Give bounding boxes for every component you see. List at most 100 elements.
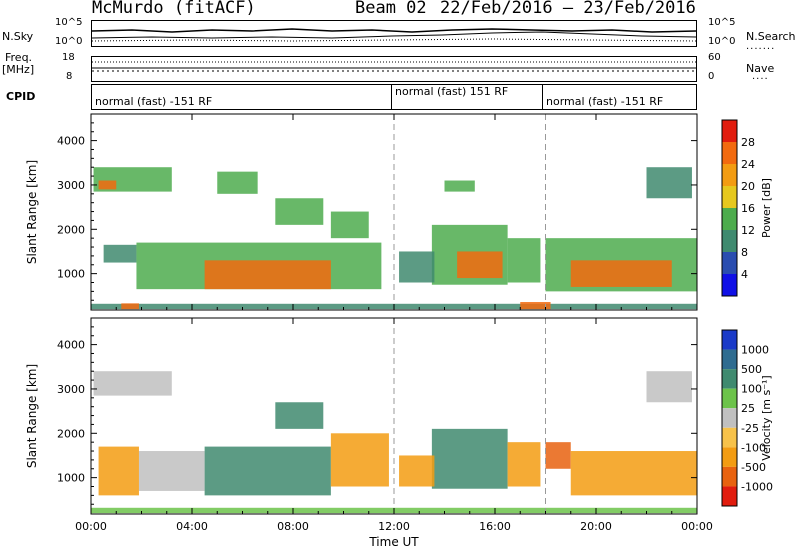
power-colorbar-tick: 8	[741, 246, 748, 259]
power-colorbar-tick: 12	[741, 224, 755, 237]
freq-tick-low: 8	[66, 71, 73, 82]
velocity-xtick-label: 00:00	[75, 520, 107, 533]
nsearch-tick-high: 10^5	[708, 17, 736, 28]
velocity-colorbar-swatch	[722, 369, 737, 389]
velocity-echo-region	[431, 428, 508, 489]
velocity-xlabel: Time UT	[368, 535, 419, 549]
power-ylabel: Slant Range [km]	[25, 160, 39, 264]
velocity-echo-region	[545, 442, 571, 469]
nave-label: Nave	[746, 62, 775, 75]
nsky-panel-frame	[91, 20, 697, 47]
power-echo-region	[330, 211, 369, 239]
power-colorbar-tick: 16	[741, 202, 755, 215]
power-colorbar-swatch	[722, 252, 737, 274]
nave-tick-low: 0	[708, 71, 715, 82]
power-colorbar-swatch	[722, 164, 737, 186]
velocity-ytick-label: 1000	[57, 472, 85, 485]
velocity-colorbar-swatch	[722, 408, 737, 428]
station-title: McMurdo (fitACF)	[92, 0, 256, 18]
velocity-colorbar-tick: 100	[741, 383, 762, 396]
velocity-echo-region	[507, 442, 541, 487]
power-colorbar-swatch	[722, 120, 737, 142]
velocity-colorbar-tick: 500	[741, 363, 762, 376]
power-echo-region	[646, 167, 692, 199]
velocity-colorbar-tick: 1000	[741, 344, 769, 357]
power-echo-region	[457, 251, 503, 279]
nave-legend-dots: ····	[752, 74, 769, 85]
velocity-ytick-label: 4000	[57, 339, 85, 352]
velocity-echo-region	[204, 446, 331, 496]
velocity-xtick-label: 00:00	[681, 520, 713, 533]
cpid-divider-18	[542, 85, 543, 109]
power-colorbar-tick: 24	[741, 158, 755, 171]
velocity-xtick-label: 04:00	[176, 520, 208, 533]
power-ytick-label: 1000	[57, 268, 85, 281]
velocity-colorbar-swatch	[722, 447, 737, 467]
nsky-tick-low: 10^0	[55, 36, 83, 47]
cpid-label: CPID	[6, 90, 36, 103]
velocity-echo-region	[646, 371, 692, 403]
velocity-colorbar-tick: 25	[741, 402, 755, 415]
velocity-colorbar-swatch	[722, 427, 737, 448]
cpid-segment-2: normal (fast) 151 RF	[395, 85, 509, 98]
velocity-echo-region	[93, 371, 172, 396]
power-ytick-label: 3000	[57, 179, 85, 192]
velocity-colorbar-tick: -500	[741, 461, 766, 474]
nsky-label: N.Sky	[2, 30, 34, 43]
velocity-colorbar-tick: -25	[741, 422, 759, 435]
date-range: 22/Feb/2016 – 23/Feb/2016	[440, 0, 696, 18]
power-colorbar-swatch	[722, 142, 737, 164]
velocity-colorbar-swatch	[722, 486, 737, 506]
power-colorbar-tick: 20	[741, 180, 755, 193]
velocity-echo-region	[138, 451, 205, 491]
velocity-colorbar-swatch	[722, 466, 737, 487]
nsky-trace	[92, 28, 696, 42]
power-echo-region	[507, 238, 541, 283]
power-colorbar-swatch	[722, 208, 737, 230]
power-echo-region	[570, 260, 672, 287]
power-echo-region	[399, 251, 435, 283]
power-ytick-label: 4000	[57, 135, 85, 148]
velocity-xtick-label: 20:00	[580, 520, 612, 533]
power-echo-region	[217, 171, 258, 194]
cpid-divider-12	[391, 85, 392, 109]
velocity-colorbar-swatch	[722, 349, 737, 370]
velocity-echo-region	[570, 451, 697, 496]
freq-label: Freq.	[5, 51, 33, 64]
velocity-colorbar-tick: -100	[741, 441, 766, 454]
cpid-segment-1: normal (fast) -151 RF	[95, 95, 213, 108]
velocity-xtick-label: 16:00	[479, 520, 511, 533]
power-echo-region	[204, 260, 331, 290]
velocity-ylabel: Slant Range [km]	[25, 364, 39, 468]
velocity-echo-region	[275, 402, 324, 429]
power-colorbar-frame	[721, 119, 738, 297]
cpid-panel-frame: normal (fast) -151 RF normal (fast) 151 …	[91, 84, 697, 110]
power-colorbar-tick: 4	[741, 268, 748, 281]
velocity-ytick-label: 2000	[57, 427, 85, 440]
cpid-segment-3: normal (fast) -151 RF	[546, 95, 664, 108]
freq-panel-frame	[91, 56, 697, 82]
nsearch-tick-low: 10^0	[708, 36, 736, 47]
velocity-colorbar-frame	[721, 329, 738, 507]
velocity-colorbar-tick: -1000	[741, 480, 773, 493]
velocity-echo-region	[98, 446, 139, 496]
velocity-colorbar-swatch	[722, 388, 737, 409]
freq-tick-high: 18	[62, 52, 75, 63]
nsearch-legend-dots: ·······	[746, 44, 776, 55]
nave-tick-high: 60	[708, 52, 721, 63]
power-echo-region	[98, 180, 117, 190]
nsky-tick-high: 10^5	[55, 17, 83, 28]
power-colorbar-tick: 28	[741, 136, 755, 149]
velocity-xtick-label: 12:00	[378, 520, 410, 533]
velocity-colorbar-label: Velocity [m s⁻¹]	[760, 375, 773, 460]
velocity-echo-layer	[91, 371, 697, 514]
beam-label: Beam 02	[355, 0, 427, 18]
power-echo-region	[520, 302, 551, 310]
power-colorbar-label: Power [dB]	[760, 178, 773, 238]
nsearch-label: N.Search	[746, 30, 796, 43]
power-ytick-label: 2000	[57, 223, 85, 236]
power-colorbar-swatch	[722, 230, 737, 252]
velocity-ytick-label: 3000	[57, 383, 85, 396]
velocity-xtick-label: 08:00	[277, 520, 309, 533]
